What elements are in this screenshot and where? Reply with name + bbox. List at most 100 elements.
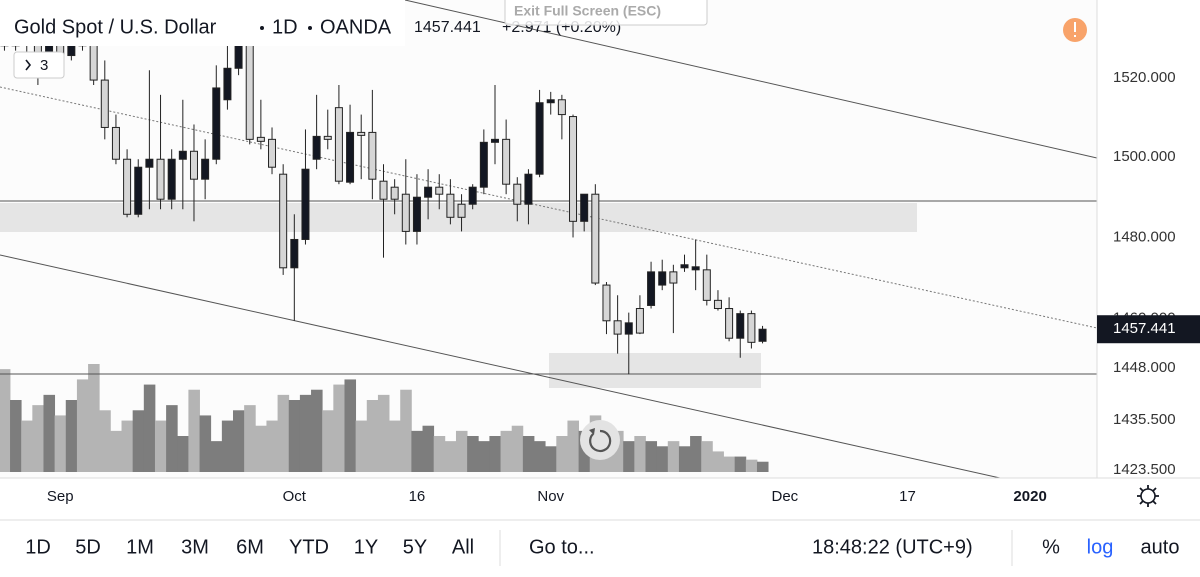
goto-button[interactable]: Go to... — [529, 536, 595, 558]
volume-bar — [455, 430, 468, 472]
price-axis: 1520.0001500.0001480.0001460.0001448.000… — [1097, 69, 1200, 478]
indicators-toggle[interactable] — [13, 51, 65, 79]
legend-background — [0, 0, 405, 46]
volume-bar — [712, 451, 724, 472]
volume-bar — [143, 384, 156, 472]
range-button[interactable]: 1Y — [354, 536, 378, 558]
candle-body — [279, 173, 288, 269]
volume-bar — [43, 394, 56, 472]
volume-bar — [756, 461, 769, 472]
candle-body — [156, 158, 165, 200]
range-button[interactable]: 5Y — [403, 536, 427, 558]
candle-body — [145, 158, 154, 168]
candle-body — [412, 196, 421, 232]
separator-dot — [308, 26, 312, 30]
volume-bar — [522, 436, 535, 472]
candle-body — [134, 166, 143, 215]
clock: 18:48:22 (UTC+9) — [812, 536, 973, 558]
volume-bar — [177, 436, 189, 472]
gear-teeth — [1137, 485, 1159, 507]
candle-body — [635, 308, 644, 334]
candle-body — [580, 193, 589, 222]
candle-body — [457, 203, 466, 218]
candle-body — [680, 264, 689, 269]
candle-body — [301, 168, 310, 240]
volume-bar — [10, 400, 22, 472]
volume-bar — [299, 394, 312, 472]
volume-bar — [311, 389, 323, 472]
candle-body — [379, 180, 388, 200]
volume-bar — [132, 410, 145, 472]
volume-bar — [567, 420, 580, 472]
volume-bar — [221, 420, 234, 472]
candle-body — [323, 135, 332, 140]
settings-icon[interactable] — [1137, 485, 1159, 507]
reset-icon — [589, 428, 595, 435]
candle-body — [725, 308, 734, 339]
volume-bar — [467, 436, 479, 472]
volume-bar — [344, 379, 357, 472]
x-tick-label: 2020 — [1013, 488, 1046, 505]
candle-body — [201, 158, 210, 180]
volume-bar — [422, 425, 435, 472]
y-tick-label: 1435.500 — [1113, 411, 1176, 428]
scale-option[interactable]: auto — [1141, 536, 1180, 558]
x-tick-label: Sep — [47, 488, 74, 505]
candle-body — [111, 126, 120, 160]
volume-bar — [99, 410, 111, 472]
candle-body — [334, 107, 343, 182]
range-button[interactable]: 5D — [75, 536, 101, 558]
x-tick-label: Dec — [772, 488, 799, 505]
candle-body — [100, 79, 109, 128]
range-button[interactable]: All — [452, 536, 474, 558]
volume-bar — [266, 420, 278, 472]
range-button[interactable]: YTD — [289, 536, 329, 558]
candle-body — [546, 99, 555, 104]
candle-body — [357, 131, 366, 136]
volume-bar — [690, 436, 702, 472]
volume-bar — [210, 441, 223, 472]
candle-body — [178, 150, 187, 160]
candle-body — [535, 102, 544, 175]
range-button[interactable]: 3M — [181, 536, 209, 558]
candle-body — [245, 40, 254, 140]
range-button[interactable]: 6M — [236, 536, 264, 558]
volume-bar — [233, 410, 245, 472]
candle-body — [669, 271, 678, 284]
candle-body — [602, 284, 611, 322]
volume-bar — [277, 394, 290, 472]
candle-body — [424, 186, 433, 198]
candle-body — [490, 138, 499, 143]
candle-body — [524, 173, 533, 205]
range-button[interactable]: 1D — [25, 536, 51, 558]
volume-bar — [645, 441, 658, 472]
plot — [0, 0, 1097, 478]
volume-bar — [121, 420, 134, 472]
volume-bar — [411, 430, 423, 472]
candle-body — [446, 193, 455, 218]
time-axis: Sep Oct 16 Nov Dec 17 2020 — [47, 488, 1047, 505]
volume-bar — [612, 430, 624, 472]
exit-fullscreen-button[interactable] — [504, 0, 708, 26]
reset-button[interactable] — [580, 420, 620, 460]
candle-body — [268, 138, 277, 168]
alert-icon-mark — [1074, 22, 1076, 32]
volume-bar — [667, 441, 680, 472]
candle-body — [513, 183, 522, 205]
scale-option[interactable]: % — [1042, 536, 1060, 558]
candle-body — [713, 299, 722, 310]
candle-body — [189, 150, 198, 180]
separator-dot — [260, 26, 264, 30]
candle-body — [747, 313, 756, 343]
x-tick-label: 16 — [409, 488, 426, 505]
zone-rect — [549, 353, 761, 388]
scale-option[interactable]: log — [1087, 536, 1114, 558]
exit-fullscreen-label[interactable]: Exit Full Screen (ESC) — [514, 3, 661, 19]
candle-body — [591, 193, 600, 284]
x-tick-label: 17 — [899, 488, 916, 505]
candle-body — [647, 271, 656, 306]
range-button[interactable]: 1M — [126, 536, 154, 558]
y-tick-label: 1448.000 — [1113, 359, 1176, 376]
indicators-count[interactable]: 3 — [40, 57, 48, 74]
